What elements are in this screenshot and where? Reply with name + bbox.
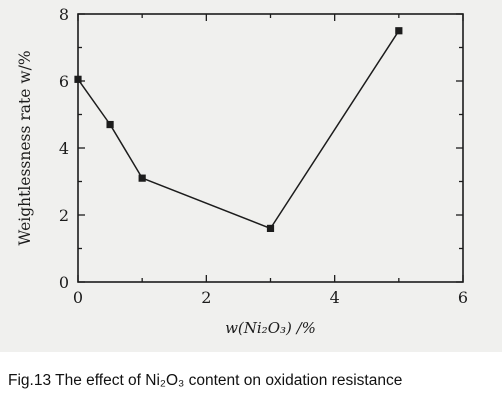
x-tick-label: 2 — [201, 288, 211, 307]
y-tick-label: 0 — [59, 273, 69, 292]
axes — [77, 13, 464, 283]
y-tick-label: 2 — [59, 206, 69, 225]
data-point — [74, 75, 82, 83]
x-axis-label: w(Ni₂O₃) /% — [225, 319, 316, 337]
data-point — [138, 174, 146, 182]
y-tick-label: 4 — [59, 139, 69, 158]
line-chart: 0 2 4 6 0 2 4 6 8 w(Ni₂O₃) /% Weightlessness rate … — [16, 5, 468, 337]
series-line — [77, 30, 400, 230]
chart-figure: 0 2 4 6 0 2 4 6 8 w(Ni₂O₃) /% Weightlessness rate … — [0, 0, 502, 352]
data-point — [395, 27, 403, 35]
plot-frame — [77, 13, 464, 283]
x-tick-label: 6 — [458, 288, 468, 307]
data-point — [266, 224, 275, 232]
figure-caption: Fig.13 The effect of Ni₂O₃ content on ox… — [8, 372, 403, 389]
series-layer — [74, 27, 403, 232]
data-point — [106, 120, 114, 129]
labels: 0 2 4 6 0 2 4 6 8 w(Ni₂O₃) /% Weightlessness rate … — [16, 5, 468, 337]
x-tick-label: 0 — [73, 288, 83, 307]
y-axis-label: Weightlessness rate w/% — [16, 50, 34, 245]
y-tick-label: 6 — [59, 72, 69, 91]
x-tick-label: 4 — [330, 288, 340, 307]
y-tick-label: 8 — [59, 5, 69, 24]
